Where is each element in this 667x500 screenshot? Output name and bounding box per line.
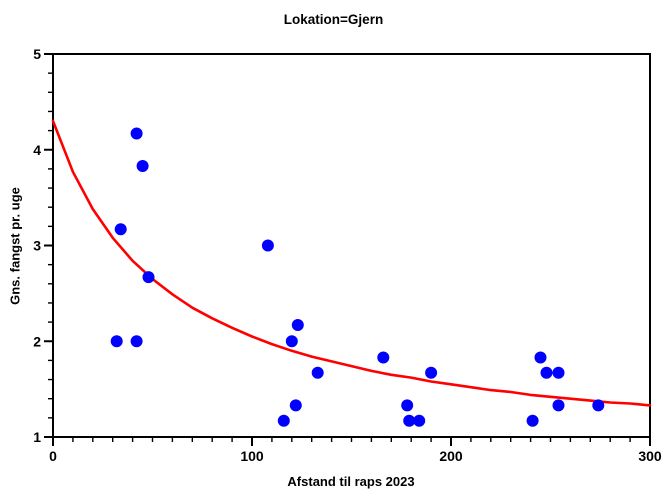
data-point bbox=[552, 366, 565, 379]
x-tick-label: 100 bbox=[240, 448, 264, 464]
scatter-points bbox=[110, 127, 605, 427]
data-point bbox=[136, 160, 149, 172]
y-tick-label: 3 bbox=[33, 238, 41, 254]
y-tick-label: 1 bbox=[33, 429, 41, 445]
data-point bbox=[114, 223, 127, 236]
data-point bbox=[291, 319, 304, 331]
data-point bbox=[130, 127, 143, 140]
frame-rect bbox=[52, 53, 651, 438]
data-point bbox=[285, 335, 298, 348]
x-tick-label: 300 bbox=[638, 448, 662, 464]
data-point bbox=[526, 414, 539, 427]
y-tick-label: 5 bbox=[33, 46, 41, 62]
x-tick-label: 200 bbox=[439, 448, 463, 464]
data-point bbox=[540, 366, 553, 379]
data-point bbox=[377, 351, 390, 364]
y-axis-label: Gns. fangst pr. uge bbox=[7, 187, 23, 305]
data-point bbox=[130, 335, 143, 348]
data-point bbox=[311, 366, 324, 379]
y-tick-label: 4 bbox=[33, 142, 41, 158]
data-point bbox=[142, 271, 155, 284]
data-point bbox=[534, 351, 547, 364]
data-point bbox=[110, 335, 123, 348]
data-point bbox=[425, 366, 438, 379]
data-point bbox=[592, 399, 605, 412]
y-tick-label: 2 bbox=[33, 333, 41, 349]
data-point bbox=[289, 399, 302, 412]
data-point bbox=[413, 414, 426, 427]
x-tick-label: 0 bbox=[49, 448, 57, 464]
axis-tick-labels: 0 100 200 300 1 2 3 4 5 bbox=[33, 46, 662, 464]
data-point bbox=[403, 414, 416, 427]
data-point bbox=[277, 414, 290, 427]
axis-ticks bbox=[44, 53, 651, 446]
data-point bbox=[401, 399, 414, 412]
data-point bbox=[261, 239, 274, 252]
data-point bbox=[552, 399, 565, 412]
plot-frame bbox=[52, 53, 651, 438]
x-axis-label: Afstand til raps 2023 bbox=[287, 474, 415, 489]
chart-title: Lokation=Gjern bbox=[283, 12, 384, 27]
